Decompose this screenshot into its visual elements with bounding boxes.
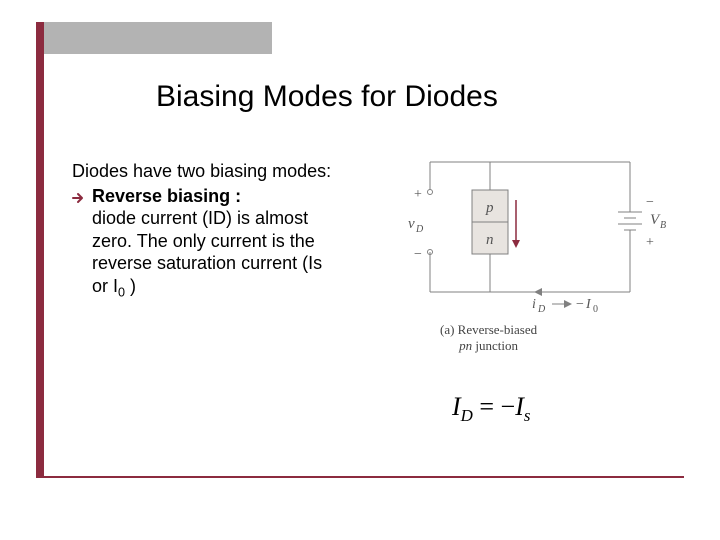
svg-text:−: − <box>576 297 584 312</box>
intro-text: Diodes have two biasing modes: <box>72 161 331 181</box>
bottom-rule <box>36 476 684 478</box>
svg-text:I: I <box>585 297 592 312</box>
caption-line2: pn junction <box>459 338 518 353</box>
svg-text:p: p <box>485 200 494 216</box>
svg-text:+: + <box>646 235 654 250</box>
bullet-body: diode current (ID) is almost zero. The o… <box>92 208 322 296</box>
svg-text:+: + <box>414 187 422 202</box>
intro-line: Diodes have two biasing modes: <box>72 160 340 183</box>
bullet-body-sub: 0 <box>118 285 125 299</box>
caption-line1: (a) Reverse-biased <box>440 322 537 337</box>
slide: { "layout": { "top_grey": { "left": 36, … <box>0 0 720 540</box>
equation: ID = −Is <box>452 392 530 426</box>
body-text: Diodes have two biasing modes: Reverse b… <box>72 160 340 301</box>
figure-caption: (a) Reverse-biased pn junction <box>440 322 537 353</box>
eq-I2: I <box>515 392 524 421</box>
svg-text:D: D <box>537 304 546 315</box>
svg-text:n: n <box>486 232 494 248</box>
svg-text:i: i <box>532 297 536 312</box>
svg-text:B: B <box>660 220 666 231</box>
eq-D: D <box>461 406 473 425</box>
bullet-row: Reverse biasing : diode current (ID) is … <box>72 185 340 301</box>
bullet-body-post: ) <box>125 276 136 296</box>
svg-text:−: − <box>414 247 422 262</box>
left-maroon-bar <box>36 22 44 478</box>
eq-s: s <box>524 406 531 425</box>
svg-text:v: v <box>408 216 415 232</box>
svg-text:−: − <box>646 195 654 210</box>
svg-text:0: 0 <box>593 304 598 315</box>
arrow-bullet-icon <box>72 188 86 211</box>
top-grey-bar <box>36 22 272 54</box>
caption-rest: junction <box>472 338 518 353</box>
eq-eq: = − <box>473 392 515 421</box>
bullet-content: Reverse biasing : diode current (ID) is … <box>92 185 340 301</box>
svg-text:D: D <box>415 224 424 235</box>
bullet-label: Reverse biasing : <box>92 186 241 206</box>
slide-title: Biasing Modes for Diodes <box>156 80 498 114</box>
eq-I: I <box>452 392 461 421</box>
